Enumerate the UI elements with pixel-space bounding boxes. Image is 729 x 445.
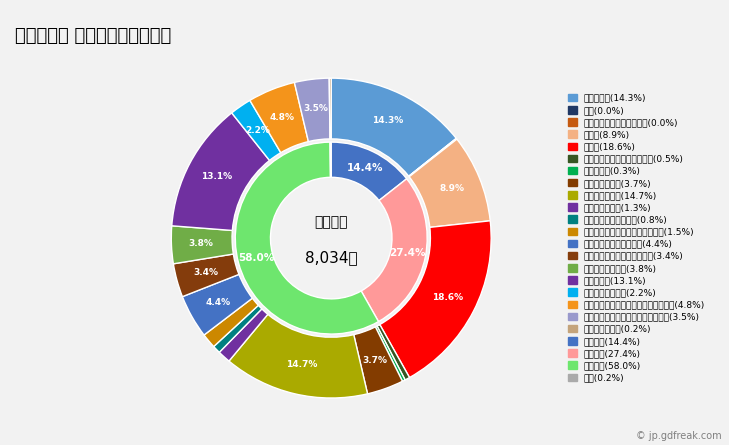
- Text: 14.4%: 14.4%: [347, 163, 383, 173]
- Wedge shape: [354, 327, 402, 394]
- Text: ２０２０年 会津坂下町の就業者: ２０２０年 会津坂下町の就業者: [15, 27, 171, 44]
- Wedge shape: [380, 221, 491, 377]
- Text: 8,034人: 8,034人: [305, 250, 357, 265]
- Wedge shape: [409, 139, 457, 177]
- Text: 8.9%: 8.9%: [440, 184, 464, 193]
- Text: 3.5%: 3.5%: [303, 104, 328, 113]
- Wedge shape: [409, 138, 456, 177]
- Wedge shape: [232, 101, 281, 161]
- Wedge shape: [204, 298, 258, 347]
- Text: 58.0%: 58.0%: [238, 253, 275, 263]
- Text: 4.4%: 4.4%: [205, 298, 230, 307]
- Wedge shape: [182, 275, 252, 335]
- Text: 13.1%: 13.1%: [200, 173, 232, 182]
- Wedge shape: [172, 113, 270, 231]
- Text: 14.7%: 14.7%: [286, 360, 317, 369]
- Wedge shape: [409, 139, 490, 227]
- Text: 27.4%: 27.4%: [389, 248, 426, 258]
- Wedge shape: [229, 314, 367, 398]
- Wedge shape: [331, 78, 456, 176]
- Text: 14.3%: 14.3%: [373, 116, 403, 125]
- Wedge shape: [214, 305, 262, 352]
- Text: 3.7%: 3.7%: [363, 356, 388, 365]
- Wedge shape: [235, 142, 378, 334]
- Text: © jp.gdfreak.com: © jp.gdfreak.com: [636, 431, 722, 441]
- Text: 就業者数: 就業者数: [314, 215, 348, 229]
- Wedge shape: [174, 254, 239, 297]
- Legend: 農業，林業(14.3%), 漁業(0.0%), 鉱業，採石業，砂利採取業(0.0%), 建設業(8.9%), 製造業(18.6%), 電気・ガス・熱供給・水道業: 農業，林業(14.3%), 漁業(0.0%), 鉱業，採石業，砂利採取業(0.0…: [568, 94, 705, 382]
- Wedge shape: [377, 324, 410, 380]
- Text: 18.6%: 18.6%: [432, 293, 463, 302]
- Wedge shape: [375, 326, 405, 381]
- Wedge shape: [330, 78, 331, 139]
- Text: 4.8%: 4.8%: [270, 113, 295, 121]
- Text: 3.8%: 3.8%: [189, 239, 214, 248]
- Wedge shape: [250, 82, 308, 153]
- Text: 2.2%: 2.2%: [245, 126, 270, 135]
- Wedge shape: [171, 226, 233, 264]
- Wedge shape: [295, 78, 330, 142]
- Text: 3.4%: 3.4%: [193, 268, 218, 277]
- Wedge shape: [219, 309, 268, 361]
- Wedge shape: [330, 142, 331, 177]
- Wedge shape: [361, 179, 427, 322]
- Wedge shape: [331, 142, 407, 201]
